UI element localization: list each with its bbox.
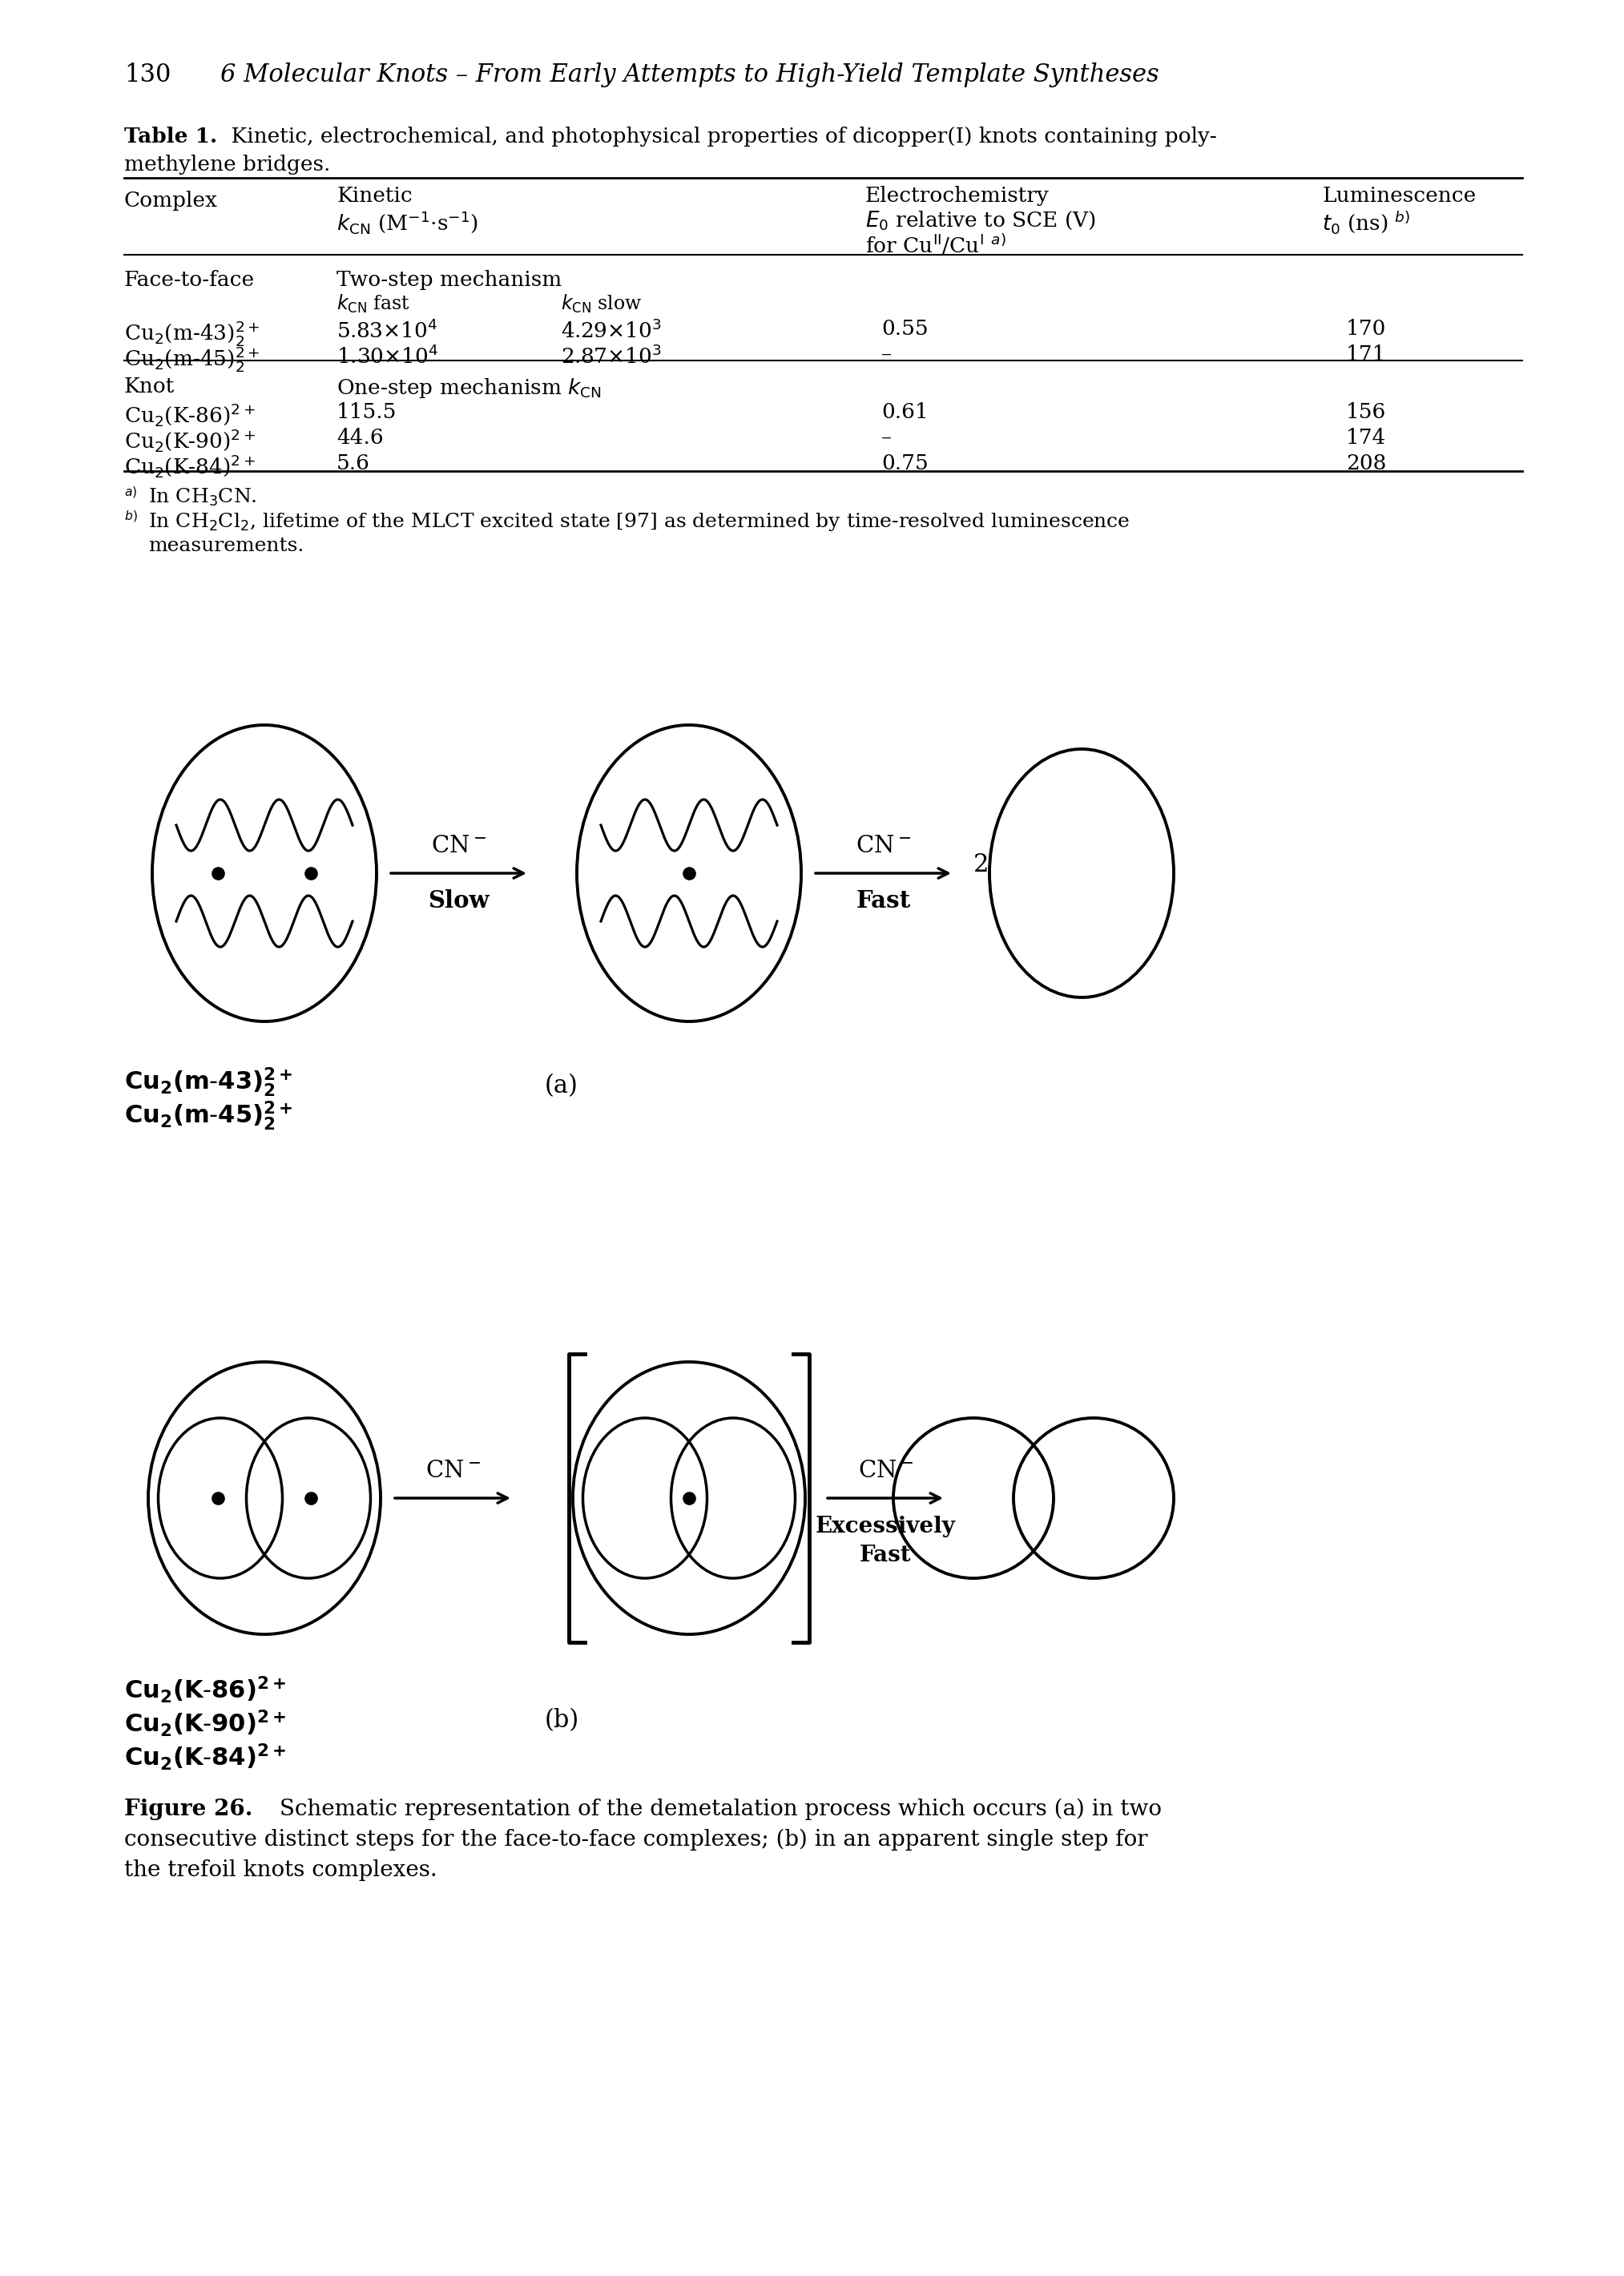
Text: Excessively: Excessively xyxy=(815,1516,955,1536)
Text: CN$^-$: CN$^-$ xyxy=(425,1459,481,1482)
Text: $t_0$ (ns) $^{b)}$: $t_0$ (ns) $^{b)}$ xyxy=(1322,209,1410,234)
Text: methylene bridges.: methylene bridges. xyxy=(123,155,330,175)
Text: Schematic representation of the demetalation process which occurs (a) in two: Schematic representation of the demetala… xyxy=(273,1798,1161,1821)
Point xyxy=(676,1479,702,1516)
Text: (b): (b) xyxy=(544,1707,580,1732)
Text: Electrochemistry: Electrochemistry xyxy=(866,187,1049,205)
Point xyxy=(297,856,323,892)
Text: $E_0$ relative to SCE (V): $E_0$ relative to SCE (V) xyxy=(866,209,1096,232)
Text: Cu$_2$(K-90)$^{2+}$: Cu$_2$(K-90)$^{2+}$ xyxy=(123,428,255,453)
Text: Fast: Fast xyxy=(856,890,911,913)
Text: $\mathbf{Cu_2(K\text{-}90)^{2+}}$: $\mathbf{Cu_2(K\text{-}90)^{2+}}$ xyxy=(123,1707,286,1739)
Text: 5.6: 5.6 xyxy=(336,453,370,473)
Text: 130: 130 xyxy=(123,61,171,86)
Text: $^{a)}$: $^{a)}$ xyxy=(123,487,138,505)
Text: $k_{\rm CN}$ (M$^{-1}$·s$^{-1}$): $k_{\rm CN}$ (M$^{-1}$·s$^{-1}$) xyxy=(336,209,479,234)
Text: 4.29$\times$10$^3$: 4.29$\times$10$^3$ xyxy=(560,319,661,341)
Text: 0.61: 0.61 xyxy=(882,403,929,421)
Text: Cu$_2$(m-45)$_2^{2+}$: Cu$_2$(m-45)$_2^{2+}$ xyxy=(123,344,260,373)
Text: Fast: Fast xyxy=(859,1545,911,1566)
Text: 208: 208 xyxy=(1346,453,1387,473)
Text: 2.87$\times$10$^3$: 2.87$\times$10$^3$ xyxy=(560,344,661,366)
Text: Figure 26.: Figure 26. xyxy=(123,1798,253,1821)
Point xyxy=(676,856,702,892)
Point xyxy=(297,1479,323,1516)
Text: Cu$_2$(K-84)$^{2+}$: Cu$_2$(K-84)$^{2+}$ xyxy=(123,453,255,480)
Text: Complex: Complex xyxy=(123,191,218,212)
Text: 2: 2 xyxy=(973,854,989,879)
Text: Two-step mechanism: Two-step mechanism xyxy=(336,271,562,289)
Text: CN$^-$: CN$^-$ xyxy=(857,1459,913,1482)
Text: $k_{\rm CN}$ slow: $k_{\rm CN}$ slow xyxy=(560,294,641,314)
Text: 1.30$\times$10$^4$: 1.30$\times$10$^4$ xyxy=(336,344,438,366)
Text: CN$^-$: CN$^-$ xyxy=(430,835,486,858)
Text: consecutive distinct steps for the face-to-face complexes; (b) in an apparent si: consecutive distinct steps for the face-… xyxy=(123,1830,1148,1850)
Text: 0.55: 0.55 xyxy=(882,319,929,339)
Text: 174: 174 xyxy=(1346,428,1387,448)
Text: 171: 171 xyxy=(1346,344,1387,364)
Text: Cu$_2$(K-86)$^{2+}$: Cu$_2$(K-86)$^{2+}$ xyxy=(123,403,255,428)
Text: 156: 156 xyxy=(1346,403,1387,421)
Text: $\mathbf{Cu_2(K\text{-}84)^{2+}}$: $\mathbf{Cu_2(K\text{-}84)^{2+}}$ xyxy=(123,1741,286,1771)
Text: $\mathbf{Cu_2(m\text{-}45)_2^{2+}}$: $\mathbf{Cu_2(m\text{-}45)_2^{2+}}$ xyxy=(123,1099,292,1131)
Text: 170: 170 xyxy=(1346,319,1387,339)
Text: measurements.: measurements. xyxy=(148,537,304,555)
Text: $\mathbf{Cu_2(K\text{-}86)^{2+}}$: $\mathbf{Cu_2(K\text{-}86)^{2+}}$ xyxy=(123,1675,286,1705)
Text: Knot: Knot xyxy=(123,376,175,396)
Text: 115.5: 115.5 xyxy=(336,403,396,421)
Text: 44.6: 44.6 xyxy=(336,428,383,448)
Text: Luminescence: Luminescence xyxy=(1322,187,1476,205)
Text: Kinetic, electrochemical, and photophysical properties of dicopper(I) knots cont: Kinetic, electrochemical, and photophysi… xyxy=(224,127,1216,146)
Text: Cu$_2$(m-43)$_2^{2+}$: Cu$_2$(m-43)$_2^{2+}$ xyxy=(123,319,260,348)
Text: 0.75: 0.75 xyxy=(882,453,929,473)
Text: In CH$_2$Cl$_2$, lifetime of the MLCT excited state [97] as determined by time-r: In CH$_2$Cl$_2$, lifetime of the MLCT ex… xyxy=(148,512,1130,533)
Point xyxy=(205,1479,231,1516)
Text: –: – xyxy=(882,344,892,364)
Text: the trefoil knots complexes.: the trefoil knots complexes. xyxy=(123,1859,437,1880)
Text: Face-to-face: Face-to-face xyxy=(123,271,255,289)
Text: for Cu$^{\rm II}$/Cu$^{\rm I}$ $^{a)}$: for Cu$^{\rm II}$/Cu$^{\rm I}$ $^{a)}$ xyxy=(866,232,1007,257)
Text: Slow: Slow xyxy=(429,890,489,913)
Text: One-step mechanism $k_{\rm CN}$: One-step mechanism $k_{\rm CN}$ xyxy=(336,376,601,401)
Text: –: – xyxy=(882,428,892,448)
Point xyxy=(205,856,231,892)
Text: $k_{\rm CN}$ fast: $k_{\rm CN}$ fast xyxy=(336,294,411,314)
Text: In CH$_3$CN.: In CH$_3$CN. xyxy=(148,487,257,508)
Text: 5.83$\times$10$^4$: 5.83$\times$10$^4$ xyxy=(336,319,438,341)
Text: $^{b)}$: $^{b)}$ xyxy=(123,512,138,528)
Text: $\mathbf{Cu_2(m\text{-}43)_2^{2+}}$: $\mathbf{Cu_2(m\text{-}43)_2^{2+}}$ xyxy=(123,1065,292,1099)
Text: Kinetic: Kinetic xyxy=(336,187,412,205)
Text: 6 Molecular Knots – From Early Attempts to High-Yield Template Syntheses: 6 Molecular Knots – From Early Attempts … xyxy=(221,61,1160,86)
Text: (a): (a) xyxy=(544,1074,578,1099)
Text: Table 1.: Table 1. xyxy=(123,127,218,146)
Text: CN$^-$: CN$^-$ xyxy=(856,835,911,858)
